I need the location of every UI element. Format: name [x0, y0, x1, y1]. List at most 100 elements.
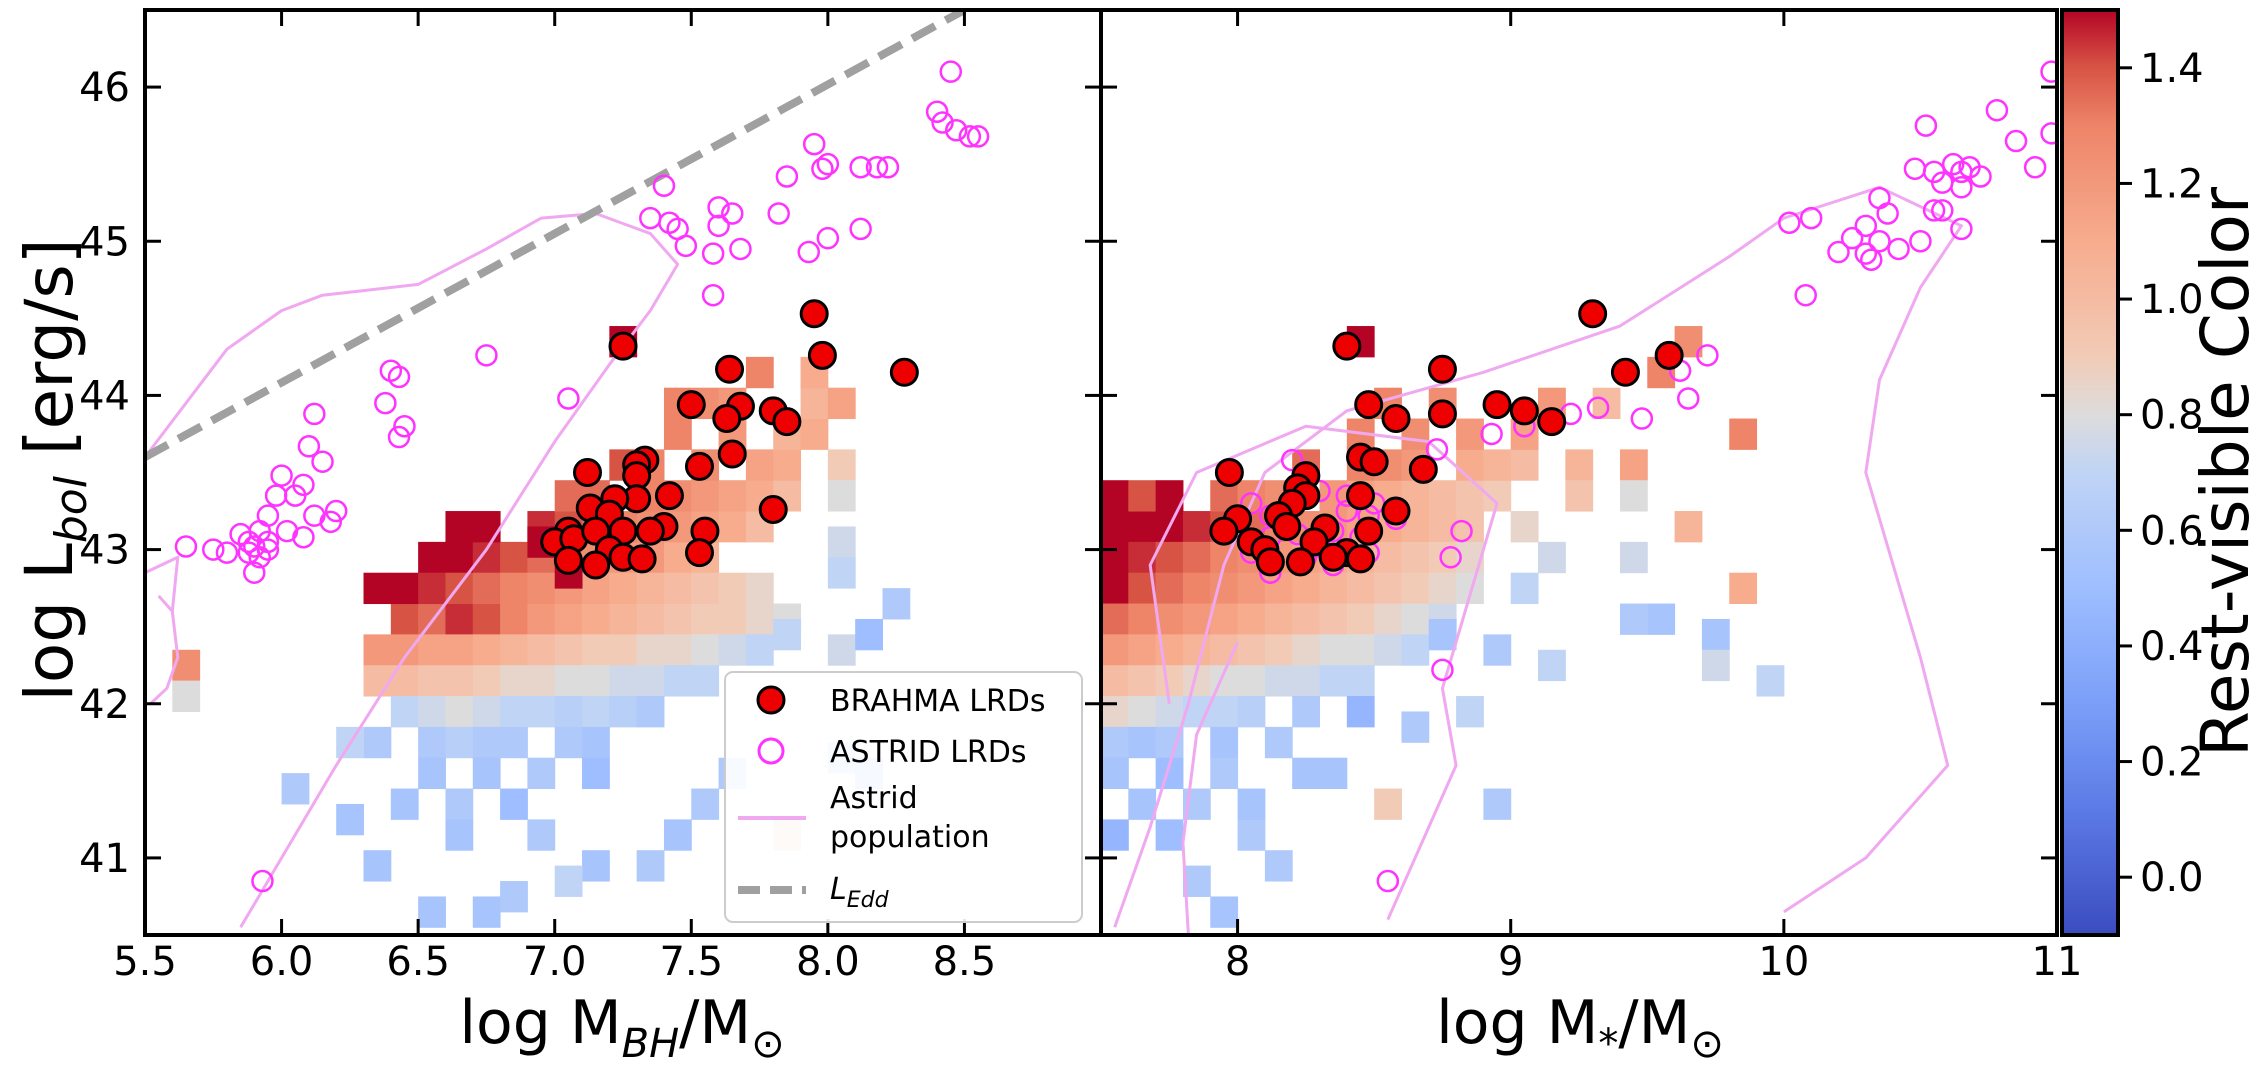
heatmap-bin: [472, 603, 501, 635]
heatmap-bin: [1264, 726, 1293, 759]
astrid-lrd-point: [1922, 199, 1946, 222]
brahma-lrd-point: [684, 538, 714, 568]
heatmap-bin: [691, 788, 720, 820]
heatmap-bin: [363, 850, 392, 882]
astrid-lrd-point: [243, 561, 266, 584]
astrid-lrd-point: [1854, 214, 1878, 238]
brahma-lrd-point: [608, 331, 638, 361]
astrid-lrd-point: [721, 202, 744, 225]
astrid-lrd-point: [1903, 157, 1927, 181]
astrid-lrd-point: [1480, 422, 1503, 446]
x-tick-label: 6.5: [386, 939, 450, 985]
brahma-lrd-point: [712, 404, 742, 434]
population-contour: [1148, 424, 1499, 921]
right-axis-ticks: 8 9 10 11: [1101, 10, 2082, 985]
heatmap-bin: [390, 696, 419, 728]
heatmap-bin: [1101, 480, 1129, 512]
heatmap-bin: [527, 696, 556, 728]
heatmap-bin: [445, 696, 474, 728]
heatmap-bin: [500, 881, 528, 913]
astrid-lrd-point: [229, 522, 252, 546]
heatmap-bin: [554, 865, 583, 897]
x-tick-label: 8: [1225, 939, 1250, 985]
heatmap-bin: [609, 603, 638, 635]
astrid-lrd-point: [1696, 344, 1719, 367]
astrid-lrd-point: [283, 484, 307, 507]
brahma-lrd-point: [1359, 447, 1389, 477]
astrid-lrd-point: [1827, 240, 1850, 264]
heatmap-bin: [1210, 726, 1239, 759]
astrid-lrd-point: [939, 60, 963, 83]
astrid-lrd-point: [1941, 152, 1965, 176]
heatmap-bin: [500, 603, 528, 635]
heatmap-bin: [609, 572, 638, 605]
astrid-lrd-point: [1914, 114, 1938, 137]
heatmap-bin: [472, 665, 501, 697]
heatmap-bin: [554, 665, 583, 697]
heatmap-bin: [1619, 603, 1648, 635]
astrid-lrd-point: [944, 119, 968, 142]
heatmap-bin: [1729, 418, 1758, 450]
heatmap-bin: [745, 449, 774, 481]
heatmap-bin: [1319, 603, 1348, 635]
colorbar-tick-label: 0.4: [2140, 624, 2204, 670]
astrid-lrd-point: [674, 234, 698, 258]
heatmap-bin: [472, 634, 501, 666]
heatmap-bin: [609, 665, 638, 697]
brahma-lrd-point: [581, 550, 611, 580]
x-tick-label: 11: [2032, 939, 2083, 985]
legend-frame: [724, 671, 1083, 923]
brahma-lrd-point: [1537, 407, 1567, 437]
astrid-lrd-point: [2004, 129, 2028, 153]
astrid-lrd-point: [816, 152, 840, 176]
heatmap-bin: [472, 757, 501, 790]
heatmap-bin: [1237, 634, 1266, 666]
astrid-lrd-point: [767, 202, 790, 225]
heatmap-bin: [718, 511, 747, 543]
heatmap-bin: [582, 696, 610, 728]
astrid-lrd-point: [802, 132, 826, 156]
brahma-lrd-point: [1482, 390, 1512, 420]
brahma-lrd-point: [807, 340, 837, 370]
y-axis-label: log Lbol [erg/s]: [11, 238, 97, 701]
astrid-lrd-point: [811, 157, 834, 181]
heatmap-bin: [636, 665, 665, 697]
astrid-lrd-point: [1239, 492, 1263, 515]
astrid-lrd-point: [393, 415, 416, 438]
astrid-lrd-point: [311, 450, 334, 473]
heatmap-bin: [1292, 634, 1321, 666]
heatmap-bin: [500, 541, 528, 574]
heatmap-bin: [445, 788, 474, 820]
heatmap-bin: [691, 572, 720, 605]
x-tick-label: 9: [1498, 939, 1523, 985]
astrid-lrd-point: [652, 174, 676, 197]
x-axis-label-left: log MBH/M⊙: [459, 988, 784, 1065]
astrid-lrd-point: [264, 484, 288, 507]
heatmap-bin: [636, 634, 665, 666]
heatmap-bin: [390, 572, 419, 605]
heatmap-bin: [1182, 511, 1211, 543]
heatmap-bin: [1101, 572, 1129, 605]
heatmap-bin: [827, 557, 856, 589]
heatmap-bin: [636, 572, 665, 605]
legend-eddington-label: LEdd: [830, 872, 890, 913]
heatmap-bin: [582, 757, 610, 790]
heatmap-bin: [1401, 634, 1430, 666]
astrid-lrd-point: [387, 425, 411, 449]
astrid-lrd-point: [1431, 658, 1454, 682]
brahma-lrd-point: [1578, 299, 1608, 329]
heatmap-bin: [363, 726, 392, 759]
heatmap-bin: [582, 665, 610, 697]
brahma-lrd-point: [1345, 544, 1375, 574]
heatmap-bin: [1374, 634, 1402, 666]
astrid-lrd-point: [849, 217, 872, 241]
heatmap-bin: [472, 896, 501, 928]
heatmap-bin: [445, 603, 474, 635]
brahma-lrd-point: [758, 495, 788, 524]
heatmap-bin: [500, 572, 528, 605]
heatmap-bin: [500, 696, 528, 728]
heatmap-bin: [527, 603, 556, 635]
heatmap-bin: [363, 665, 392, 697]
astrid-lrd-point: [1778, 211, 1801, 234]
heatmap-bin: [1319, 634, 1348, 666]
